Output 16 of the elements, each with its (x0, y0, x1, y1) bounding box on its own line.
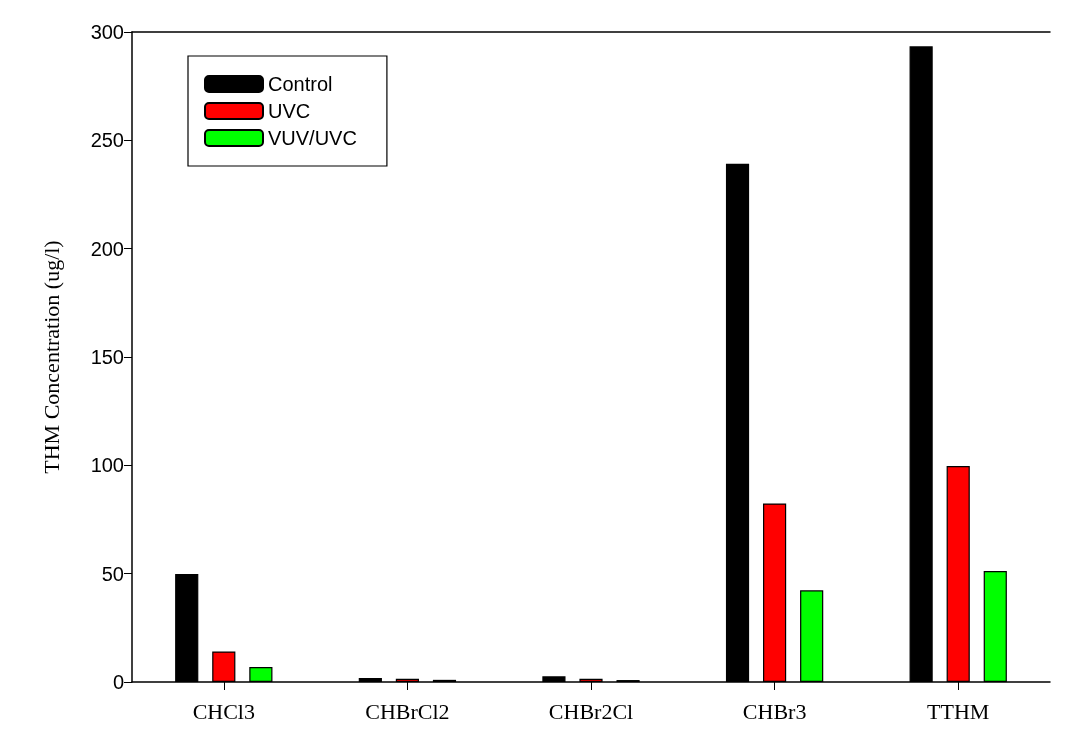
x-tick-label: TTHM (927, 698, 990, 724)
legend-label: UVC (268, 100, 311, 122)
y-tick-label: 200 (90, 237, 124, 260)
y-tick-label: 300 (90, 21, 124, 43)
x-tick-label: CHBr2Cl (548, 698, 634, 724)
y-tick-label: 50 (101, 562, 124, 585)
x-tick-label: CHBr3 (742, 698, 807, 724)
x-tick-label: CHCl3 (192, 698, 255, 724)
y-tick-label: 100 (90, 454, 124, 477)
y-tick-label: 150 (90, 346, 124, 368)
x-tick-label: CHBrCl2 (365, 698, 450, 724)
y-axis-title: THM Concentration (ug/l) (38, 240, 64, 474)
y-tick-label: 250 (90, 129, 124, 152)
legend-label: VUV/UVC (268, 127, 357, 149)
y-tick-label: 0 (112, 671, 124, 693)
legend-label: Control (268, 73, 333, 95)
